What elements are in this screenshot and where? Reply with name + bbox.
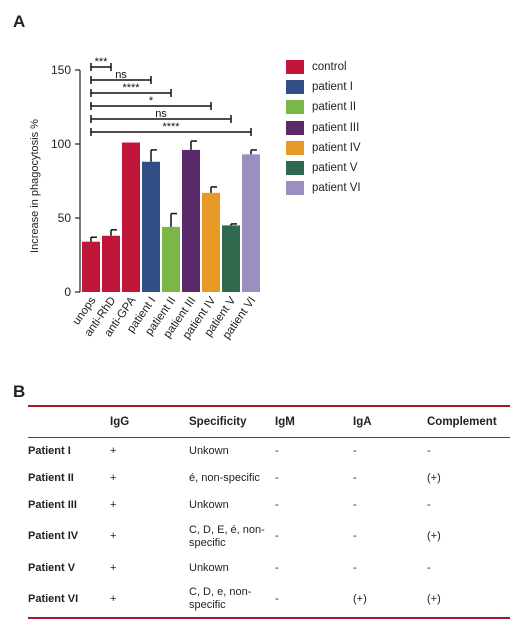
specificity-cell: C, D, E, é, non-specific	[189, 523, 265, 549]
igm-cell: -	[275, 498, 279, 511]
panel-a-label: A	[13, 12, 26, 31]
bar	[222, 225, 240, 292]
igg-cell: +	[110, 592, 117, 605]
patient-name: Patient I	[28, 444, 71, 457]
bar	[82, 241, 100, 292]
header-complement: Complement	[427, 406, 510, 438]
igg-cell: +	[110, 498, 117, 511]
igg-cell: +	[110, 471, 117, 484]
igm-cell: -	[275, 592, 279, 605]
bar	[142, 161, 160, 292]
chart-legend: control patient I patient II patient III pat…	[286, 57, 361, 198]
legend-item: patient II	[286, 97, 361, 117]
antibody-table-wrap: IgG Specificity IgM IgA Complement Patie…	[28, 405, 510, 619]
legend-label: patient I	[312, 81, 353, 94]
legend-swatch	[286, 161, 304, 176]
significance-label: ns	[115, 69, 127, 81]
specificity-cell: é, non-specific	[189, 471, 260, 484]
bar	[162, 226, 180, 292]
table-row: Patient IV + C, D, E, é, non-specific - …	[28, 519, 510, 555]
legend-label: patient V	[312, 162, 358, 175]
patient-name: Patient VI	[28, 592, 79, 605]
specificity-cell: Unkown	[189, 444, 229, 457]
patient-name: Patient III	[28, 498, 77, 511]
legend-swatch	[286, 120, 304, 135]
header-igg: IgG	[110, 406, 189, 438]
complement-cell: (+)	[427, 471, 441, 484]
complement-cell: -	[427, 561, 431, 574]
significance-label: ***	[95, 56, 109, 68]
igg-cell: +	[110, 444, 117, 457]
igm-cell: -	[275, 561, 279, 574]
specificity-cell: Unkown	[189, 498, 229, 511]
igg-cell: +	[110, 530, 117, 542]
header-specificity: Specificity	[189, 406, 275, 438]
legend-label: control	[312, 61, 347, 74]
header-iga: IgA	[353, 406, 427, 438]
table-row: Patient VI + C, D, e, non-specific - (+)…	[28, 582, 510, 618]
bar	[182, 149, 200, 292]
y-tick-label: 150	[51, 63, 71, 77]
significance-label: ****	[122, 82, 140, 94]
igg-cell: +	[110, 561, 117, 574]
table-row: Patient V + Unkown - - -	[28, 555, 510, 582]
igm-cell: -	[275, 471, 279, 484]
iga-cell: -	[353, 530, 357, 542]
patient-name: Patient II	[28, 471, 74, 484]
iga-cell: (+)	[353, 592, 367, 605]
iga-cell: -	[353, 444, 357, 457]
y-tick-label: 0	[64, 285, 71, 299]
y-tick-label: 50	[58, 211, 72, 225]
legend-item: patient V	[286, 158, 361, 178]
igm-cell: -	[275, 530, 279, 542]
iga-cell: -	[353, 498, 357, 511]
complement-cell: (+)	[427, 530, 441, 542]
table-header-row: IgG Specificity IgM IgA Complement	[28, 406, 510, 438]
patient-name: Patient IV	[28, 530, 79, 542]
legend-swatch	[286, 181, 304, 196]
legend-swatch	[286, 100, 304, 115]
iga-cell: -	[353, 561, 357, 574]
bar	[202, 192, 220, 292]
legend-item: control	[286, 57, 361, 77]
complement-cell: (+)	[427, 592, 441, 605]
specificity-cell: Unkown	[189, 561, 229, 574]
table-row: Patient III + Unkown - - -	[28, 492, 510, 519]
bar	[242, 154, 260, 292]
antibody-table: IgG Specificity IgM IgA Complement Patie…	[28, 405, 510, 619]
table-row: Patient II + é, non-specific - - (+)	[28, 465, 510, 492]
legend-item: patient VI	[286, 178, 361, 198]
legend-item: patient IV	[286, 138, 361, 158]
bar	[102, 235, 120, 292]
legend-item: patient I	[286, 77, 361, 97]
specificity-cell: C, D, e, non-specific	[189, 586, 252, 611]
bar	[122, 142, 140, 292]
legend-label: patient VI	[312, 182, 361, 195]
legend-label: patient II	[312, 101, 357, 114]
header-patient	[28, 406, 110, 438]
legend-swatch	[286, 80, 304, 95]
significance-label: ****	[162, 121, 180, 133]
legend-swatch	[286, 60, 304, 75]
y-tick-label: 100	[51, 137, 71, 151]
significance-label: ns	[155, 108, 167, 120]
legend-label: patient IV	[312, 141, 361, 154]
header-igm: IgM	[275, 406, 353, 438]
y-axis-title: Increase in phagocytosis %	[29, 119, 41, 253]
legend-swatch	[286, 140, 304, 155]
igm-cell: -	[275, 444, 279, 457]
iga-cell: -	[353, 471, 357, 484]
complement-cell: -	[427, 444, 431, 457]
significance-label: *	[149, 95, 154, 107]
panel-b-label: B	[13, 382, 26, 401]
table-row: Patient I + Unkown - - -	[28, 438, 510, 465]
complement-cell: -	[427, 498, 431, 511]
legend-label: patient III	[312, 121, 360, 134]
patient-name: Patient V	[28, 561, 76, 574]
legend-item: patient III	[286, 118, 361, 138]
